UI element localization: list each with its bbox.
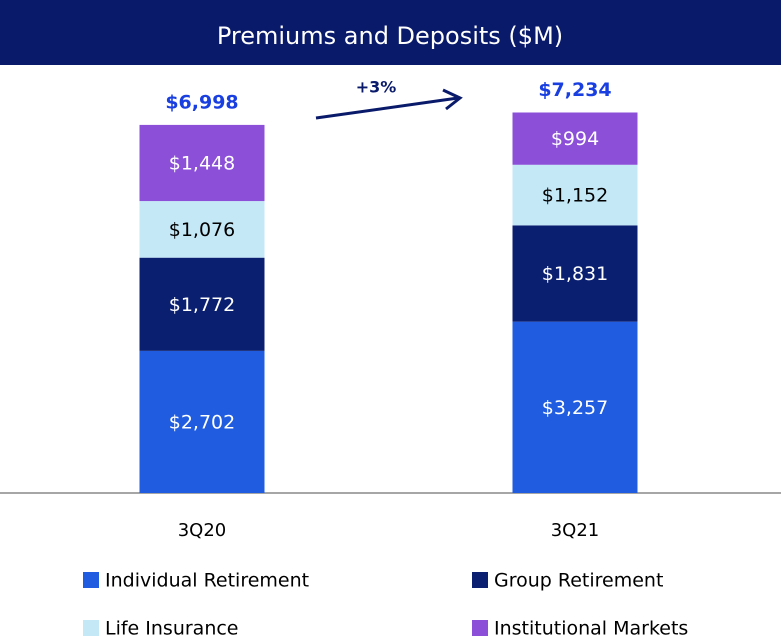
bar-segment: [139, 257, 265, 351]
data-label: $1,076: [169, 219, 235, 241]
x-tick-label: 3Q21: [551, 520, 600, 541]
arrow: [315, 96, 459, 120]
data-label: $1,448: [169, 152, 235, 174]
legend-label: Institutional Markets: [494, 618, 688, 638]
legend-label: Life Insurance: [105, 618, 239, 638]
bar-segment: [512, 112, 638, 165]
bar-segment: [139, 201, 265, 258]
data-label: $3,257: [542, 397, 608, 419]
legend-label: Group Retirement: [494, 570, 663, 592]
legend-swatch: [83, 620, 99, 636]
data-label: $2,702: [169, 411, 235, 433]
x-tick-label: 3Q20: [178, 520, 227, 541]
data-label: $1,831: [542, 263, 608, 285]
data-label: $994: [551, 128, 599, 150]
bar-segment: [512, 321, 638, 493]
bar-segment: [512, 164, 638, 226]
legend-swatch: [83, 572, 99, 588]
chart-title: Premiums and Deposits ($M): [217, 22, 563, 50]
data-label: $1,772: [169, 294, 235, 316]
data-label: $1,152: [542, 185, 608, 207]
total-label: $7,234: [538, 79, 611, 101]
title-banner: [0, 0, 781, 65]
bar-segment: [139, 350, 265, 493]
legend-label: Individual Retirement: [105, 570, 309, 592]
bar-segment: [512, 225, 638, 322]
total-label: $6,998: [165, 91, 238, 113]
bar-segment: [139, 124, 265, 202]
arrow-head: [442, 88, 463, 111]
annotation: +3%: [356, 78, 397, 97]
legend-swatch: [472, 620, 488, 636]
legend-swatch: [472, 572, 488, 588]
